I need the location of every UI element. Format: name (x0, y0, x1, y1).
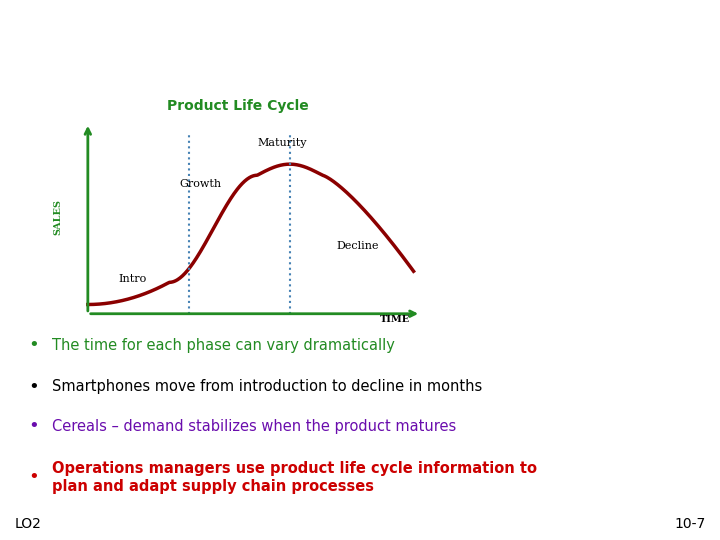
Text: Growth: Growth (179, 179, 221, 190)
Text: Operations managers use product life cycle information to
plan and adapt supply : Operations managers use product life cyc… (52, 461, 537, 494)
Text: Intro: Intro (119, 274, 147, 284)
Text: •: • (28, 417, 39, 435)
Text: Product Life Cycle: Product Life Cycle (167, 99, 308, 113)
Text: Maturity: Maturity (258, 138, 307, 149)
Text: SALES: SALES (53, 199, 63, 235)
Text: Cereals – demand stabilizes when the product matures: Cereals – demand stabilizes when the pro… (52, 419, 456, 434)
Text: •: • (28, 377, 39, 396)
Text: Product Life Cycle: Product Life Cycle (162, 30, 558, 68)
Text: The time for each phase can vary dramatically: The time for each phase can vary dramati… (52, 338, 395, 353)
Text: Decline: Decline (336, 241, 379, 251)
Text: •: • (28, 336, 39, 354)
Text: 10-7: 10-7 (675, 517, 706, 531)
Text: LO2: LO2 (14, 517, 41, 531)
Text: TIME: TIME (379, 315, 410, 324)
Text: Smartphones move from introduction to decline in months: Smartphones move from introduction to de… (52, 379, 482, 394)
Text: •: • (28, 468, 39, 487)
